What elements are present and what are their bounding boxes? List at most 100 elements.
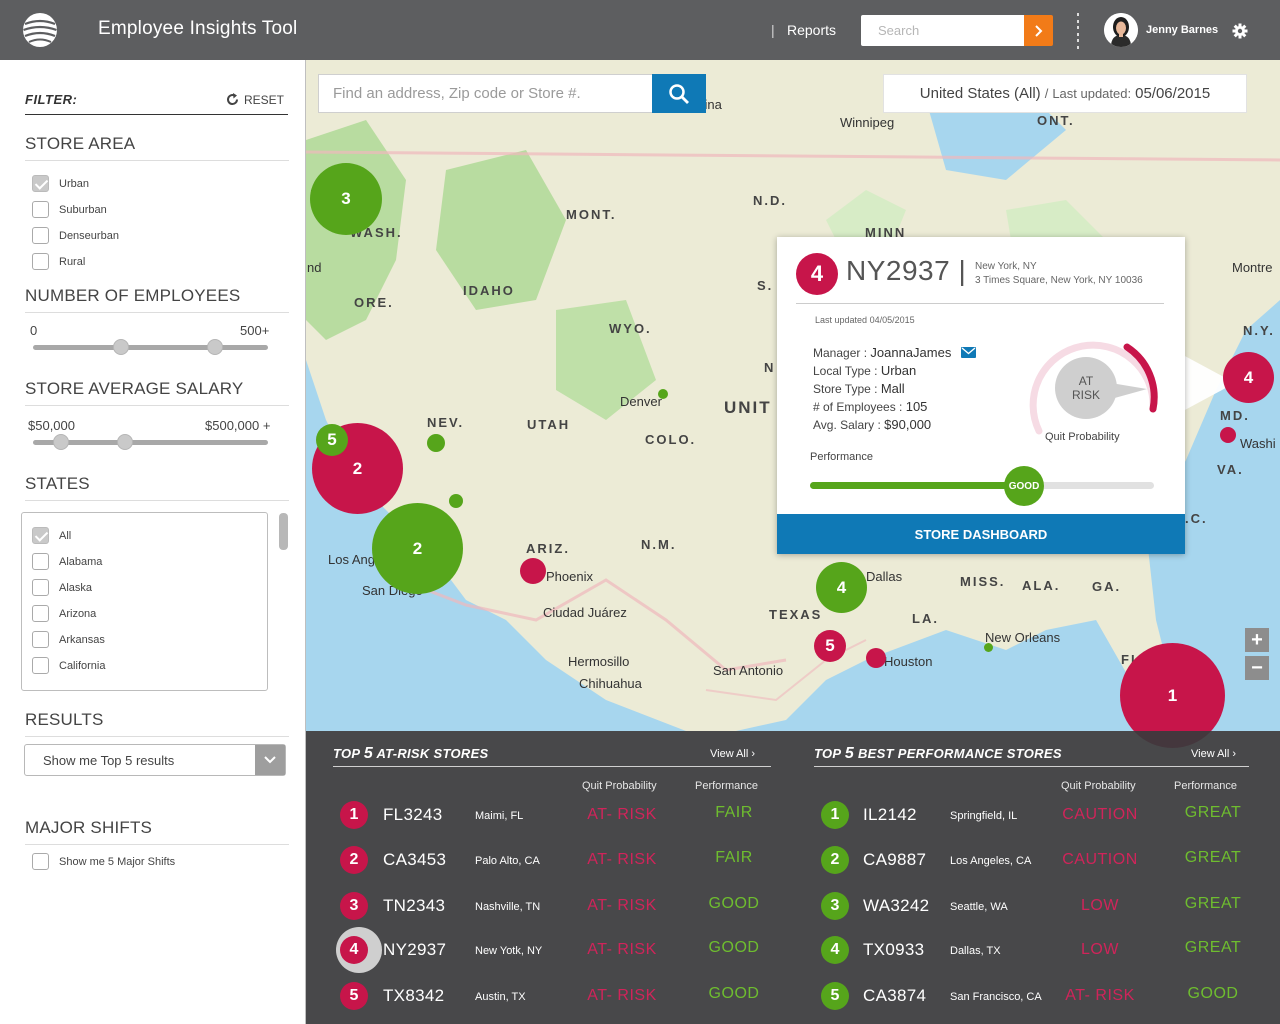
store-code[interactable]: CA9887	[863, 850, 927, 869]
checkbox-box[interactable]	[32, 253, 49, 270]
title-number: 5	[844, 745, 855, 762]
zoom-in-button[interactable]: +	[1245, 628, 1269, 652]
city-label: Dallas	[866, 569, 903, 584]
gear-icon[interactable]	[1232, 23, 1248, 39]
results-select[interactable]: Show me Top 5 results	[24, 744, 286, 776]
city-label: Ciudad Juárez	[543, 605, 627, 620]
state-alabama-checkbox[interactable]: Alabama	[32, 553, 102, 570]
store-marker-dot[interactable]	[449, 494, 463, 508]
zoom-out-button[interactable]: −	[1245, 656, 1269, 680]
store-cluster-bubble[interactable]: 5	[814, 630, 846, 662]
checkbox-box[interactable]	[32, 605, 49, 622]
store-code[interactable]: TN2343	[383, 896, 446, 915]
checkbox-box[interactable]	[32, 631, 49, 648]
states-scrollbar[interactable]	[279, 513, 288, 550]
store-cluster-bubble[interactable]: 2	[372, 503, 463, 594]
store-area-rural-checkbox[interactable]: Rural	[32, 253, 85, 270]
salary-min-label: $50,000	[28, 418, 75, 433]
store-code[interactable]: CA3453	[383, 850, 447, 869]
store-marker-dot[interactable]	[427, 434, 445, 452]
map-search-button[interactable]	[652, 74, 706, 113]
checkbox-label: California	[59, 659, 106, 672]
map-label: ONT.	[1037, 113, 1075, 128]
store-marker-dot[interactable]	[866, 648, 886, 668]
store-code[interactable]: NY2937	[383, 940, 447, 959]
performance-rating: GOOD	[1187, 985, 1239, 1002]
header-search-input[interactable]	[861, 15, 1024, 46]
store-code[interactable]: TX8342	[383, 986, 445, 1005]
employees-max-handle[interactable]	[207, 339, 223, 355]
rank-badge: 2	[340, 846, 368, 874]
store-code[interactable]: WA3242	[863, 896, 930, 915]
state-california-checkbox[interactable]: California	[32, 657, 105, 674]
chevron-down-icon[interactable]	[255, 745, 285, 775]
checkbox-box[interactable]	[32, 227, 49, 244]
checkbox-box[interactable]	[32, 175, 49, 192]
salary-value: $90,000	[884, 417, 932, 432]
manager-label: Manager :	[813, 346, 871, 360]
store-marker-dot[interactable]	[1220, 427, 1236, 443]
state-all-checkbox[interactable]: All	[32, 527, 71, 544]
refresh-icon	[227, 93, 238, 106]
store-cluster-bubble[interactable]: 5	[316, 424, 348, 456]
checkbox-box[interactable]	[32, 579, 49, 596]
store-cluster-bubble[interactable]: 4	[1223, 352, 1274, 403]
state-alaska-checkbox[interactable]: Alaska	[32, 579, 92, 596]
city-label: Winnipeg	[840, 115, 895, 130]
store-code[interactable]: CA3874	[863, 986, 927, 1005]
store-code[interactable]: TX0933	[863, 940, 925, 959]
popup-local-type-row: Local Type : Urban	[813, 363, 916, 378]
checkbox-box[interactable]	[32, 553, 49, 570]
salary-min-handle[interactable]	[53, 434, 69, 450]
title-prefix: TOP	[333, 746, 364, 761]
reports-link[interactable]: Reports	[787, 22, 837, 38]
state-arkansas-checkbox[interactable]: Arkansas	[32, 631, 105, 648]
city-label: Montre	[1232, 260, 1273, 275]
store-marker-dot[interactable]	[984, 643, 993, 652]
map-label: .C.	[1185, 511, 1208, 526]
more-menu-icon[interactable]	[1076, 13, 1080, 49]
store-cluster-bubble[interactable]: 3	[310, 163, 382, 235]
state-arizona-checkbox[interactable]: Arizona	[32, 605, 96, 622]
store-area-heading: STORE AREA	[25, 134, 289, 161]
store-dashboard-button[interactable]: STORE DASHBOARD	[777, 514, 1185, 554]
employees-min-handle[interactable]	[113, 339, 129, 355]
performance-bar: GOOD	[810, 466, 1154, 506]
store-location: Los Angeles, CA	[950, 855, 1032, 867]
major-shifts-checkbox[interactable]: Show me 5 Major Shifts	[32, 853, 175, 870]
user-avatar[interactable]	[1104, 13, 1138, 47]
performance-rating: GREAT	[1184, 939, 1242, 956]
store-marker-dot[interactable]	[520, 558, 546, 584]
header-search-button[interactable]	[1024, 15, 1053, 46]
at-risk-col-perf: Performance	[695, 780, 758, 792]
best-view-all-link[interactable]: View All ›	[1191, 748, 1236, 760]
map-label: N.M.	[641, 537, 677, 552]
manager-name: JoannaJames	[870, 345, 952, 360]
store-code-text: NY2937	[846, 255, 951, 286]
checkbox-box[interactable]	[32, 853, 49, 870]
salary-max-handle[interactable]	[117, 434, 133, 450]
store-area-denseurban-checkbox[interactable]: Denseurban	[32, 227, 119, 244]
title-number: 5	[363, 745, 374, 762]
store-cluster-bubble[interactable]: 4	[816, 562, 867, 613]
checkbox-label: Arizona	[59, 607, 97, 620]
store-code[interactable]: FL3243	[383, 805, 443, 824]
checkbox-box[interactable]	[32, 201, 49, 218]
store-code[interactable]: IL2142	[863, 805, 917, 824]
att-globe-logo[interactable]	[22, 12, 58, 48]
email-icon[interactable]	[960, 347, 976, 358]
best-col-quit: Quit Probability	[1061, 780, 1136, 792]
salary-range-slider[interactable]	[33, 434, 268, 450]
store-marker-dot[interactable]	[658, 389, 668, 399]
map-label: N.Y.	[1243, 323, 1275, 338]
store-cluster-bubble[interactable]: 1	[1120, 643, 1225, 748]
reset-button[interactable]: RESET	[225, 92, 284, 107]
checkbox-box[interactable]	[32, 527, 49, 544]
store-area-suburban-checkbox[interactable]: Suburban	[32, 201, 107, 218]
employees-range-slider[interactable]	[33, 339, 268, 355]
store-area-urban-checkbox[interactable]: Urban	[32, 175, 89, 192]
checkbox-box[interactable]	[32, 657, 49, 674]
view-all-label: View All	[710, 748, 749, 760]
at-risk-view-all-link[interactable]: View All ›	[710, 748, 755, 760]
map-search-input[interactable]	[318, 74, 653, 113]
